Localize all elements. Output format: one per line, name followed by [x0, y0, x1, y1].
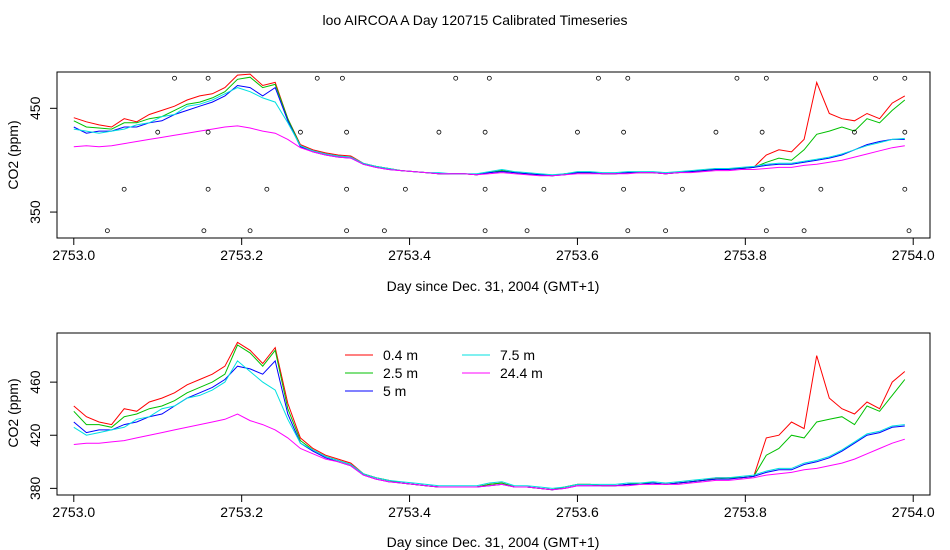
bottom-chart: 2753.0 2753.2 2753.4 2753.6 2753.8 2754.0 380 4… — [5, 332, 935, 550]
bottom-xlabel: Day since Dec. 31, 2004 (GMT+1) — [387, 534, 600, 550]
series-line-1 — [73, 341, 906, 491]
scatter-point — [482, 228, 488, 234]
scatter-point — [298, 129, 303, 135]
scatter-point — [381, 228, 387, 234]
scatter-point — [621, 186, 627, 192]
legend-label: 2.5 m — [383, 365, 418, 381]
top-ylabel: CO2 (ppm) — [5, 120, 21, 189]
top-ticks: 2753.0 2753.2 2753.4 2753.6 2753.8 2754.0 350 4… — [27, 96, 935, 263]
y-tick-label: 380 — [27, 476, 43, 500]
x-tick-label: 2753.8 — [724, 247, 767, 263]
scatter-point — [759, 186, 765, 192]
series-line-2 — [73, 344, 906, 491]
scatter-point — [524, 228, 530, 234]
x-tick-label: 2754.0 — [892, 504, 935, 520]
x-tick-label: 2753.0 — [52, 247, 95, 263]
scatter-point — [621, 129, 627, 135]
scatter-point — [340, 75, 345, 81]
scatter-point — [734, 75, 740, 81]
scatter-point — [852, 129, 857, 135]
page-title: loo AIRCOA A Day 120715 Calibrated Times… — [322, 12, 627, 28]
scatter-point — [801, 228, 807, 234]
scatter-point — [713, 129, 719, 135]
series-line-2 — [73, 76, 906, 177]
scatter-point — [205, 186, 211, 192]
y-tick-label: 460 — [27, 370, 43, 394]
legend-label: 24.4 m — [500, 365, 543, 381]
scatter-point — [104, 228, 110, 234]
scatter-point — [873, 75, 878, 81]
scatter-point — [453, 75, 459, 81]
bottom-ticks: 2753.0 2753.2 2753.4 2753.6 2753.8 2754.0 380 4… — [27, 370, 935, 520]
bottom-series — [73, 341, 906, 491]
x-tick-label: 2754.0 — [892, 247, 935, 263]
x-tick-label: 2753.2 — [220, 504, 263, 520]
scatter-point — [625, 228, 631, 234]
scatter-point — [575, 129, 580, 135]
scatter-point — [344, 186, 350, 192]
scatter-point — [902, 186, 908, 192]
bottom-plot-frame — [56, 332, 931, 496]
scatter-point — [818, 186, 824, 192]
scatter-point — [486, 75, 492, 81]
top-scatter-points — [104, 75, 912, 234]
top-plot-frame — [56, 71, 931, 239]
scatter-point — [155, 129, 161, 135]
x-tick-label: 2753.6 — [556, 247, 599, 263]
series-line-5 — [73, 413, 905, 491]
x-tick-label: 2753.2 — [220, 247, 263, 263]
x-tick-label: 2753.4 — [388, 247, 431, 263]
x-tick-label: 2753.6 — [556, 504, 599, 520]
scatter-point — [121, 186, 127, 192]
legend: 0.4 m 2.5 m 5 m 7.5 m 24.4 m — [345, 347, 543, 399]
scatter-point — [541, 186, 547, 192]
scatter-point — [596, 75, 601, 81]
top-series — [73, 73, 906, 177]
x-tick-label: 2753.8 — [724, 504, 767, 520]
scatter-point — [247, 228, 253, 234]
scatter-point — [663, 228, 668, 234]
bottom-ylabel: CO2 (ppm) — [5, 378, 21, 447]
y-tick-label: 350 — [27, 200, 43, 224]
top-chart: 2753.0 2753.2 2753.4 2753.6 2753.8 2754.0 350 4… — [5, 71, 935, 294]
scatter-point — [172, 75, 177, 81]
series-line-5 — [73, 125, 905, 177]
legend-label: 5 m — [383, 383, 406, 399]
legend-label: 0.4 m — [383, 347, 418, 363]
x-tick-label: 2753.0 — [52, 504, 95, 520]
scatter-point — [314, 75, 320, 81]
scatter-point — [344, 228, 350, 234]
scatter-point — [264, 186, 270, 192]
scatter-point — [902, 129, 908, 135]
scatter-point — [763, 75, 769, 81]
y-tick-label: 420 — [27, 423, 43, 447]
scatter-point — [205, 129, 211, 135]
scatter-point — [344, 129, 350, 135]
scatter-point — [201, 228, 207, 234]
scatter-point — [679, 186, 685, 192]
scatter-point — [436, 129, 442, 135]
top-xlabel: Day since Dec. 31, 2004 (GMT+1) — [387, 278, 600, 294]
scatter-point — [902, 75, 908, 81]
legend-label: 7.5 m — [500, 347, 535, 363]
series-line-4 — [73, 87, 905, 176]
x-tick-label: 2753.4 — [388, 504, 431, 520]
scatter-point — [482, 129, 488, 135]
scatter-point — [763, 228, 769, 234]
series-line-1 — [73, 73, 906, 177]
scatter-point — [625, 75, 631, 81]
series-line-3 — [73, 84, 905, 177]
scatter-point — [906, 228, 912, 234]
scatter-point — [402, 186, 408, 192]
scatter-point — [482, 186, 488, 192]
y-tick-label: 450 — [27, 96, 43, 120]
scatter-point — [205, 75, 211, 81]
series-line-4 — [73, 360, 905, 489]
scatter-point — [759, 129, 765, 135]
